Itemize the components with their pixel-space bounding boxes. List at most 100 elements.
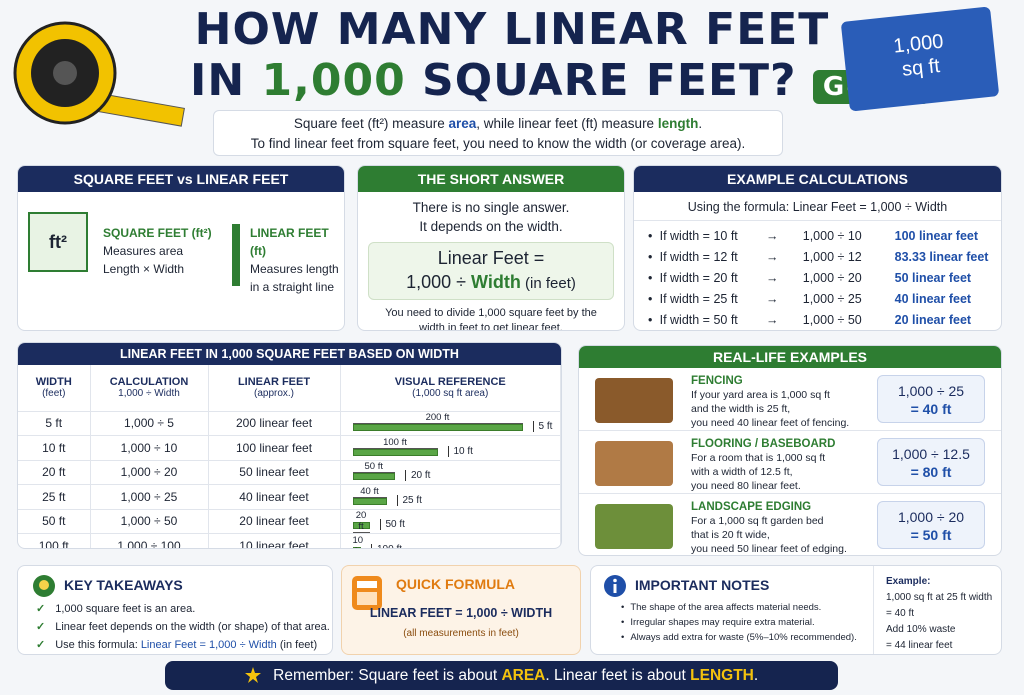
text-segment: , while linear feet (ft) measure xyxy=(476,116,658,131)
bar-label: 100 ft xyxy=(352,437,438,449)
takeaway: ✓ Linear feet depends on the width (or sh… xyxy=(36,618,330,636)
text-segment: length xyxy=(657,116,699,131)
visual-cell: 200 ft 5 ft xyxy=(340,411,561,436)
table-panel: LINEAR FEET IN 1,000 SQUARE FEET BASED O… xyxy=(17,342,562,549)
table-row: 5 ft 1,000 ÷ 5 200 linear feet 200 ft 5 ft xyxy=(18,411,561,436)
example-cell: 1,000 ÷ 50 xyxy=(802,312,862,327)
bullet: • xyxy=(648,270,653,285)
text-segment: (in feet) xyxy=(520,275,576,292)
blueprint-icon: 1,000 sq ft xyxy=(840,6,1000,112)
length-bar xyxy=(352,522,370,530)
text-segment: Remember: Square feet is about xyxy=(273,667,502,684)
real-life-item: LANDSCAPE EDGING For a 1,000 sq ft garden… xyxy=(579,494,1001,555)
example-cell: 1,000 ÷ 10 xyxy=(802,228,862,243)
example-row: • If width = 25 ft → 1,000 ÷ 25 40 linear fe… xyxy=(648,288,1001,309)
example-cell: 1,000 ÷ 12 xyxy=(802,249,862,264)
intro-line2: To find linear feet from square feet, yo… xyxy=(250,136,746,151)
intro-line1: Square feet (ft²) measure area, while li… xyxy=(214,114,782,134)
note: • Always add extra for waste (5%–10% reco… xyxy=(621,630,857,645)
examples-formula: Using the formula: Linear Feet = 1,000 ÷… xyxy=(634,200,1001,221)
bar-label: 10 ft xyxy=(353,535,364,548)
panel-title: EXAMPLE CALCULATIONS xyxy=(634,166,1001,192)
table-cell: 1,000 ÷ 100 xyxy=(90,533,209,548)
bar-wrap: 10 ft 100 ft xyxy=(352,535,561,548)
table-cell: 20 linear feet xyxy=(208,509,341,534)
calculator-icon xyxy=(352,576,382,610)
column-header: CALCULATION 1,000 ÷ Width xyxy=(90,365,209,412)
quick-formula-title: QUICK FORMULA xyxy=(396,576,515,592)
length-bar xyxy=(352,424,523,432)
calc-line: = 80 ft xyxy=(910,464,952,480)
bullet: • xyxy=(648,291,653,306)
item-line: For a room that is 1,000 sq ft xyxy=(691,452,826,464)
real-life-item: FENCING If your yard area is 1,000 sq ft a… xyxy=(579,368,1001,431)
bullet: • xyxy=(648,249,653,264)
formula-line1: Linear Feet = xyxy=(437,248,545,268)
title-number: 1,000 xyxy=(261,55,406,106)
check: ✓ xyxy=(36,639,46,651)
text-segment: Width xyxy=(471,272,521,292)
bar-label: 20 ft xyxy=(352,510,370,534)
example-cell: → xyxy=(766,249,779,264)
header-name: CALCULATION xyxy=(109,376,189,389)
bar-wrap: 40 ft 25 ft xyxy=(352,486,561,508)
title-prefix: IN xyxy=(190,55,246,106)
bullet: • xyxy=(621,617,625,628)
text-segment: . xyxy=(753,667,759,684)
star-icon xyxy=(244,667,261,683)
example-row: • If width = 12 ft → 1,000 ÷ 12 83.33 linear… xyxy=(648,246,1001,267)
notes-example: Example: 1,000 sq ft at 25 ft width = 40 f… xyxy=(873,566,1001,654)
note-text: The shape of the area affects material n… xyxy=(630,602,822,613)
table-body: 5 ft 1,000 ÷ 5 200 linear feet 200 ft 5 ft 10… xyxy=(18,411,561,548)
square-name: SQUARE FEET (ft²) xyxy=(103,226,212,240)
height-label: 5 ft xyxy=(532,421,552,433)
calc-line: = 40 ft xyxy=(910,401,952,417)
length-bar xyxy=(352,497,387,505)
quick-formula: LINEAR FEET = 1,000 ÷ WIDTH xyxy=(369,606,553,620)
visual-cell: 100 ft 10 ft xyxy=(340,435,561,461)
text-segment: Linear feet depends on the width (or sha… xyxy=(55,621,330,633)
text-segment: AREA xyxy=(501,667,546,684)
visual-cell: 20 ft 50 ft xyxy=(340,509,561,534)
item-text: FENCING If your yard area is 1,000 sq ft a… xyxy=(691,374,849,430)
square-desc: SQUARE FEET (ft²) Measures area Length ×… xyxy=(103,224,212,278)
length-bar xyxy=(352,546,361,548)
example-line: Example: xyxy=(886,576,931,587)
example-row: • If width = 20 ft → 1,000 ÷ 20 50 linear fe… xyxy=(648,267,1001,288)
text-segment: (in feet) xyxy=(276,639,318,651)
takeaways-panel: KEY TAKEAWAYS ✓ 1,000 square feet is an a… xyxy=(17,565,333,655)
item-line: you need 50 linear feet of edging. xyxy=(691,543,847,555)
short-answer-note: You need to divide 1,000 square feet by … xyxy=(385,307,597,331)
text-segment: Square feet (ft²) measure xyxy=(293,116,449,131)
table-cell: 50 linear feet xyxy=(208,460,341,485)
table-row: 50 ft 1,000 ÷ 50 20 linear feet 20 ft 50 ft xyxy=(18,509,561,534)
length-bar xyxy=(352,473,395,481)
bullet: • xyxy=(648,228,653,243)
notes-panel: IMPORTANT NOTES • The shape of the area a… xyxy=(590,565,1002,655)
square-line: Length × Width xyxy=(103,262,185,276)
comparison-panel: SQUARE FEET vs LINEAR FEET ft² SQUARE FE… xyxy=(17,165,345,331)
table-header: WIDTH (feet) CALCULATION 1,000 ÷ Width LINEA… xyxy=(18,365,561,412)
bar-label: 50 ft xyxy=(352,461,395,474)
example-cell: If width = 10 ft xyxy=(659,228,738,243)
item-calc: 1,000 ÷ 12.5 = 80 ft xyxy=(877,438,985,486)
item-line: If your yard area is 1,000 sq ft xyxy=(691,389,830,401)
column-header: VISUAL REFERENCE (1,000 sq ft area) xyxy=(340,365,561,412)
table-cell: 1,000 ÷ 50 xyxy=(90,509,209,534)
table-cell: 10 ft xyxy=(18,435,91,461)
header-sub: 1,000 ÷ Width xyxy=(118,388,180,400)
panel-title: THE SHORT ANSWER xyxy=(358,166,624,192)
bullet: • xyxy=(621,632,625,643)
takeaway: ✓ Use this formula: Linear Feet = 1,000 ÷… xyxy=(36,636,330,654)
takeaway: ✓ 1,000 square feet is an area. xyxy=(36,600,330,618)
example-cell: → xyxy=(766,291,779,306)
takeaways-list: ✓ 1,000 square feet is an area. ✓ Linear fe… xyxy=(36,600,330,654)
panel-title: SQUARE FEET vs LINEAR FEET xyxy=(18,166,344,192)
footer-banner: Remember: Square feet is about AREA. Lin… xyxy=(165,661,838,690)
height-label: 50 ft xyxy=(379,519,405,531)
bulb-icon xyxy=(33,575,55,597)
text-segment: . Linear feet is about xyxy=(545,667,691,684)
